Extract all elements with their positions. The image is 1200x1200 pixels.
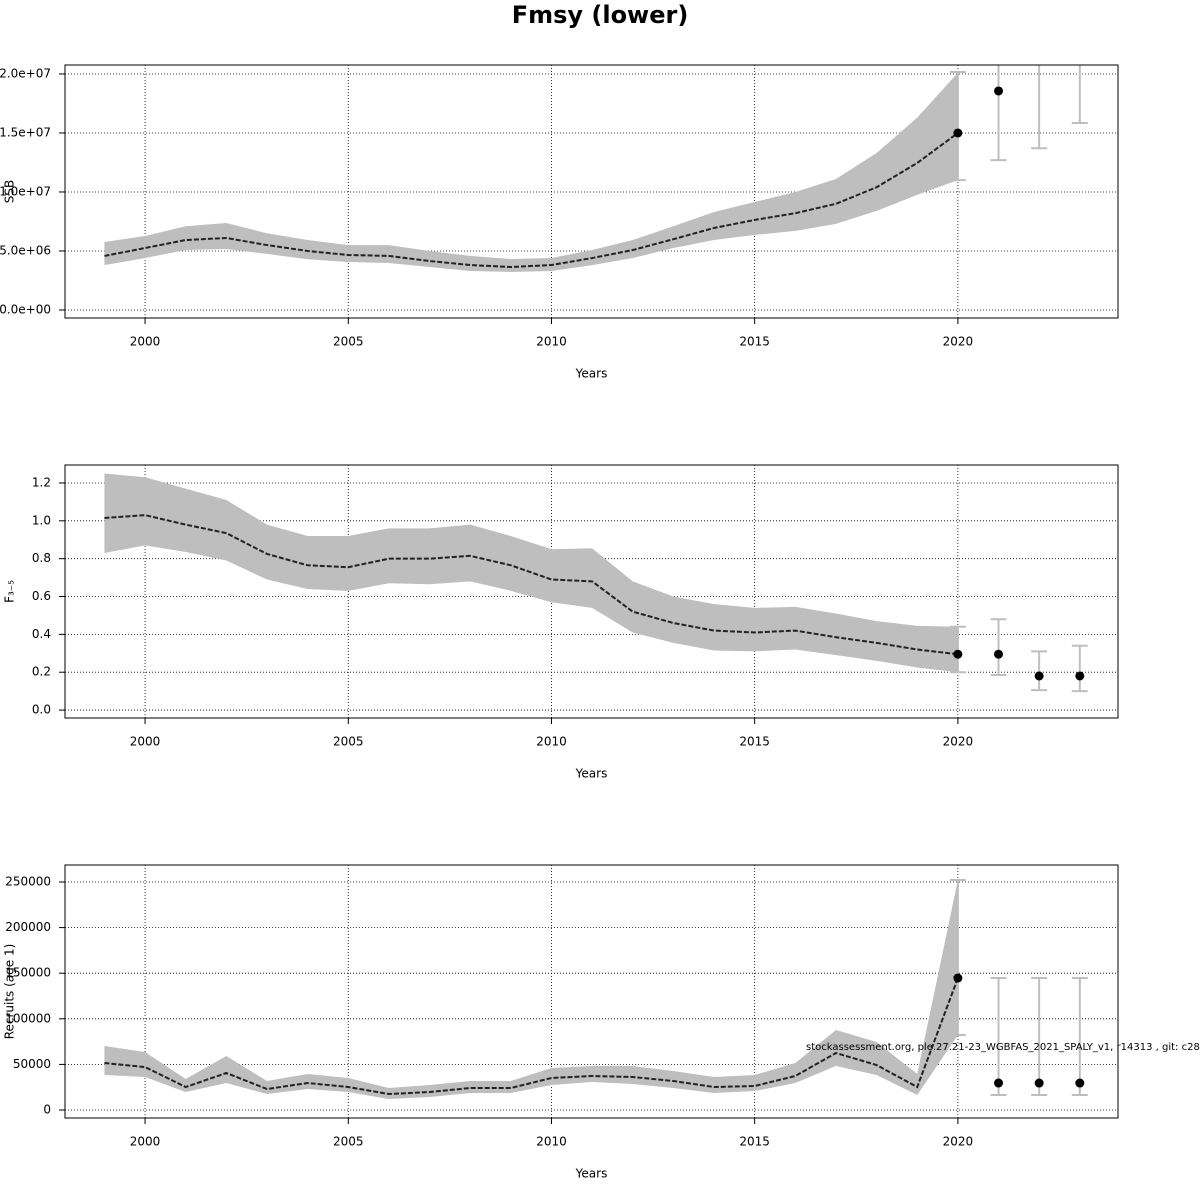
annotation: stockassessment.org, ple.27.21-23_WGBFAS… <box>806 1042 1200 1053</box>
forecast-point <box>994 649 1004 659</box>
x-tick-label: 2020 <box>943 1135 974 1149</box>
estimate-line <box>104 132 959 269</box>
y-tick-label: 2.0e+07 <box>0 66 51 80</box>
y-tick-label: 50000 <box>13 1057 51 1071</box>
forecast-point <box>1034 1078 1044 1088</box>
x-axis-label: Years <box>575 367 608 381</box>
x-tick-label: 2000 <box>130 1135 161 1149</box>
y-tick-label: 0.8 <box>32 551 51 565</box>
x-axis-label: Years <box>575 1167 608 1181</box>
forecast-point <box>953 973 963 983</box>
plot-frame <box>64 64 1119 319</box>
estimate-line <box>104 977 959 1096</box>
plot-area <box>104 473 1088 693</box>
y-tick-label: 100000 <box>5 1011 51 1025</box>
y-tick-label: 1.2 <box>32 475 51 489</box>
y-tick-label: 0.4 <box>32 627 51 641</box>
x-tick-label: 2005 <box>333 735 364 749</box>
x-tick-label: 2020 <box>943 335 974 349</box>
forecast-point <box>1034 671 1044 681</box>
y-tick-label: 150000 <box>5 966 51 980</box>
forecast-point <box>953 128 963 138</box>
y-tick-label: 0.0e+00 <box>0 302 51 316</box>
x-tick-label: 2000 <box>130 735 161 749</box>
forecast-point <box>994 1078 1004 1088</box>
confidence-band <box>104 72 958 272</box>
forecast-point <box>1075 1078 1085 1088</box>
y-axis-label: SSB <box>3 180 17 203</box>
y-axis-label: Recruits (age 1) <box>3 944 17 1040</box>
x-tick-label: 2010 <box>536 1135 567 1149</box>
y-tick-label: 5.0e+06 <box>0 243 51 257</box>
plot-frame <box>64 464 1119 719</box>
y-tick-label: 1.0 <box>32 513 51 527</box>
x-tick-label: 2015 <box>739 735 770 749</box>
confidence-band <box>104 879 958 1100</box>
x-tick-label: 2020 <box>943 735 974 749</box>
estimate-line <box>104 514 958 656</box>
x-tick-label: 2010 <box>536 335 567 349</box>
y-tick-label: 1.0e+07 <box>0 184 51 198</box>
y-tick-label: 200000 <box>5 920 51 934</box>
plot-frame <box>64 864 1119 1119</box>
x-tick-label: 2010 <box>536 735 567 749</box>
forecast-point <box>994 86 1004 96</box>
plot-area <box>104 878 1088 1100</box>
plot-area <box>104 34 1088 272</box>
x-tick-label: 2000 <box>130 335 161 349</box>
chart-title: Fmsy (lower) <box>512 1 689 29</box>
x-tick-label: 2015 <box>739 1135 770 1149</box>
y-tick-label: 0.6 <box>32 589 51 603</box>
forecast-point <box>1075 671 1085 681</box>
y-tick-label: 0 <box>43 1103 51 1117</box>
forecast-point <box>953 649 963 659</box>
x-tick-label: 2015 <box>739 335 770 349</box>
x-axis-label: Years <box>575 767 608 781</box>
forecast-point <box>1035 52 1044 61</box>
x-tick-label: 2005 <box>333 1135 364 1149</box>
y-tick-label: 1.5e+07 <box>0 125 51 139</box>
y-axis-label: F₃₋₅ <box>3 580 17 603</box>
y-tick-label: 0.0 <box>32 703 51 717</box>
x-tick-label: 2005 <box>333 335 364 349</box>
forecast-point <box>1075 34 1084 43</box>
y-tick-label: 250000 <box>5 874 51 888</box>
y-tick-label: 0.2 <box>32 665 51 679</box>
